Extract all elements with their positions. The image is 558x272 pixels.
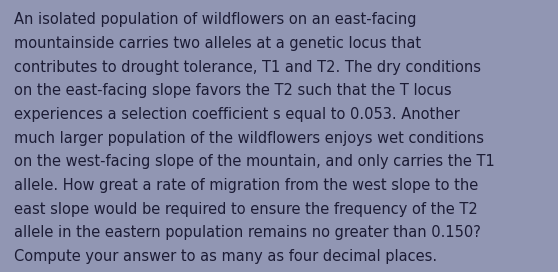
Text: contributes to drought tolerance, T1 and T2. The dry conditions: contributes to drought tolerance, T1 and… (14, 60, 481, 75)
Text: allele in the eastern population remains no greater than 0.150?: allele in the eastern population remains… (14, 225, 481, 240)
Text: much larger population of the wildflowers enjoys wet conditions: much larger population of the wildflower… (14, 131, 484, 146)
Text: allele. How great a rate of migration from the west slope to the: allele. How great a rate of migration fr… (14, 178, 478, 193)
Text: mountainside carries two alleles at a genetic locus that: mountainside carries two alleles at a ge… (14, 36, 421, 51)
Text: east slope would be required to ensure the frequency of the T2: east slope would be required to ensure t… (14, 202, 478, 217)
Text: experiences a selection coefficient s equal to 0.053. Another: experiences a selection coefficient s eq… (14, 107, 460, 122)
Text: Compute your answer to as many as four decimal places.: Compute your answer to as many as four d… (14, 249, 437, 264)
Text: An isolated population of wildflowers on an east-facing: An isolated population of wildflowers on… (14, 12, 416, 27)
Text: on the west-facing slope of the mountain, and only carries the T1: on the west-facing slope of the mountain… (14, 154, 495, 169)
Text: on the east-facing slope favors the T2 such that the T locus: on the east-facing slope favors the T2 s… (14, 83, 451, 98)
